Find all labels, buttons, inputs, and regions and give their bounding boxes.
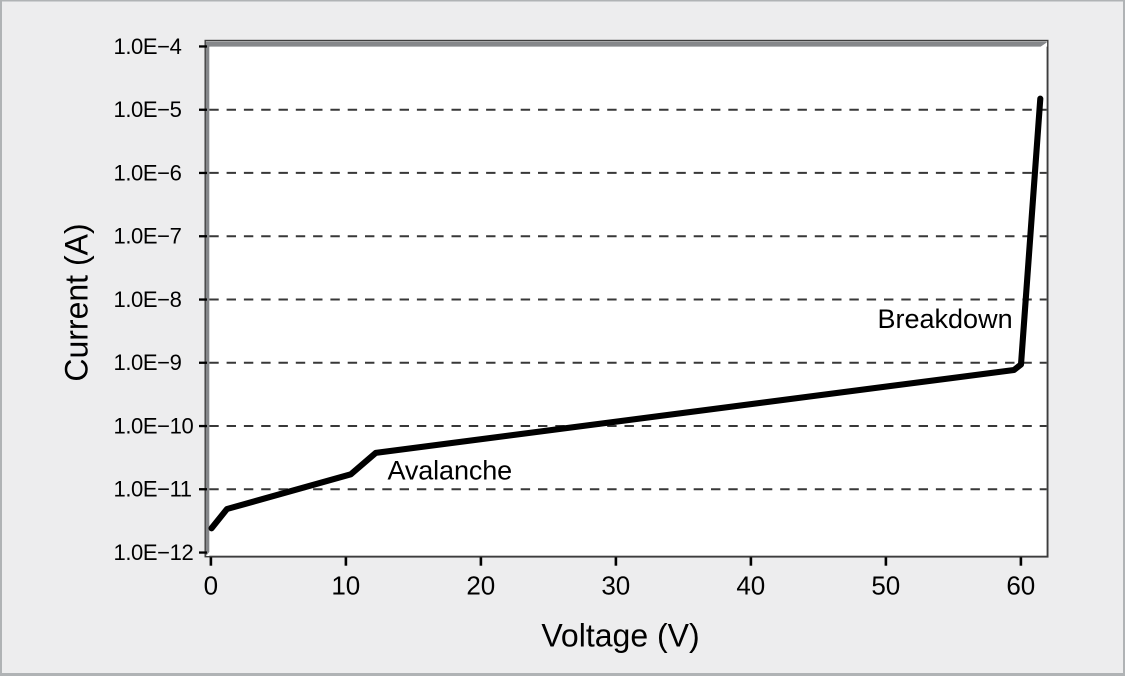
svg-text:1.0E−4: 1.0E−4 <box>114 34 182 59</box>
svg-text:1.0E−11: 1.0E−11 <box>114 477 192 502</box>
svg-text:Avalanche: Avalanche <box>388 455 513 485</box>
svg-text:1.0E−12: 1.0E−12 <box>114 540 194 565</box>
svg-text:30: 30 <box>601 570 630 600</box>
svg-text:40: 40 <box>736 570 765 600</box>
svg-text:1.0E−6: 1.0E−6 <box>114 160 182 185</box>
svg-text:Breakdown: Breakdown <box>878 304 1013 334</box>
svg-text:10: 10 <box>331 570 360 600</box>
svg-text:Current (A): Current (A) <box>59 223 95 381</box>
svg-text:60: 60 <box>1006 570 1035 600</box>
svg-text:50: 50 <box>871 570 900 600</box>
svg-text:1.0E−10: 1.0E−10 <box>114 414 194 439</box>
svg-text:1.0E−7: 1.0E−7 <box>114 224 182 249</box>
svg-text:20: 20 <box>466 570 495 600</box>
svg-text:0: 0 <box>204 570 218 600</box>
svg-text:Voltage (V): Voltage (V) <box>541 618 699 654</box>
svg-text:1.0E−5: 1.0E−5 <box>114 97 182 122</box>
svg-text:1.0E−9: 1.0E−9 <box>114 350 182 375</box>
svg-text:1.0E−8: 1.0E−8 <box>114 287 182 312</box>
